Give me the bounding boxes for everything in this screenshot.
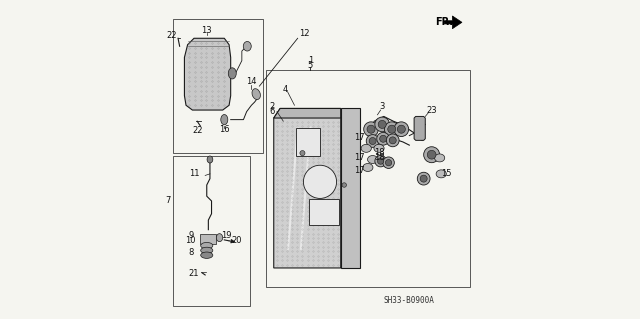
Circle shape	[387, 134, 399, 147]
Ellipse shape	[216, 234, 223, 242]
Circle shape	[385, 122, 399, 137]
Circle shape	[377, 132, 390, 145]
Circle shape	[367, 125, 375, 133]
Circle shape	[420, 175, 427, 182]
Text: 21: 21	[189, 269, 199, 278]
Text: 7: 7	[166, 197, 171, 205]
Text: 13: 13	[202, 26, 212, 35]
Text: 5: 5	[308, 61, 313, 70]
Text: 6: 6	[269, 107, 275, 116]
Text: 16: 16	[219, 125, 230, 134]
Ellipse shape	[201, 242, 213, 249]
Text: 4: 4	[283, 85, 288, 94]
Text: 22: 22	[166, 31, 177, 40]
Polygon shape	[444, 16, 462, 29]
Text: 14: 14	[246, 77, 257, 86]
Circle shape	[388, 125, 396, 133]
Ellipse shape	[201, 252, 213, 258]
Text: 17: 17	[355, 166, 365, 175]
Text: 10: 10	[186, 236, 196, 245]
Text: 8: 8	[188, 249, 193, 257]
Polygon shape	[184, 38, 230, 110]
FancyBboxPatch shape	[296, 128, 320, 156]
Text: 17: 17	[355, 153, 365, 162]
Text: 22: 22	[192, 126, 202, 135]
Ellipse shape	[201, 247, 213, 254]
Text: 18: 18	[374, 153, 385, 162]
Circle shape	[364, 122, 378, 137]
Circle shape	[378, 158, 384, 164]
FancyBboxPatch shape	[309, 199, 339, 225]
Circle shape	[394, 122, 409, 137]
Text: 20: 20	[232, 236, 243, 245]
Text: 12: 12	[299, 29, 309, 38]
Ellipse shape	[207, 156, 213, 163]
Polygon shape	[200, 234, 216, 244]
Text: FR.: FR.	[435, 17, 454, 27]
Circle shape	[375, 155, 387, 167]
Circle shape	[383, 157, 394, 168]
Circle shape	[375, 117, 390, 132]
Ellipse shape	[436, 170, 446, 178]
Text: 15: 15	[441, 169, 451, 178]
Ellipse shape	[374, 144, 384, 152]
Ellipse shape	[252, 89, 260, 100]
Ellipse shape	[435, 154, 445, 162]
Circle shape	[428, 150, 436, 159]
Text: 3: 3	[380, 102, 385, 111]
Polygon shape	[340, 108, 360, 268]
Text: 18: 18	[374, 148, 385, 157]
Ellipse shape	[367, 155, 378, 164]
Text: 9: 9	[188, 231, 193, 240]
Circle shape	[417, 172, 430, 185]
Text: 11: 11	[189, 169, 199, 178]
Circle shape	[397, 125, 405, 133]
Circle shape	[380, 135, 387, 142]
Circle shape	[385, 160, 392, 166]
Circle shape	[342, 183, 346, 187]
Ellipse shape	[228, 68, 236, 79]
Circle shape	[369, 137, 376, 145]
Text: 17: 17	[355, 133, 365, 142]
Circle shape	[389, 137, 396, 144]
Ellipse shape	[361, 144, 371, 152]
Circle shape	[303, 165, 337, 198]
Circle shape	[378, 120, 387, 129]
Text: 1: 1	[308, 56, 313, 65]
Text: SH33-B0900A: SH33-B0900A	[384, 296, 435, 305]
Ellipse shape	[243, 41, 252, 51]
Polygon shape	[414, 116, 425, 140]
Text: 2: 2	[269, 102, 275, 111]
Polygon shape	[274, 108, 340, 268]
Polygon shape	[274, 108, 340, 118]
Circle shape	[424, 147, 440, 163]
Ellipse shape	[221, 115, 228, 125]
Circle shape	[300, 151, 305, 156]
Ellipse shape	[363, 163, 373, 172]
Circle shape	[366, 135, 379, 147]
Text: 19: 19	[221, 231, 231, 240]
Text: 23: 23	[426, 106, 437, 115]
